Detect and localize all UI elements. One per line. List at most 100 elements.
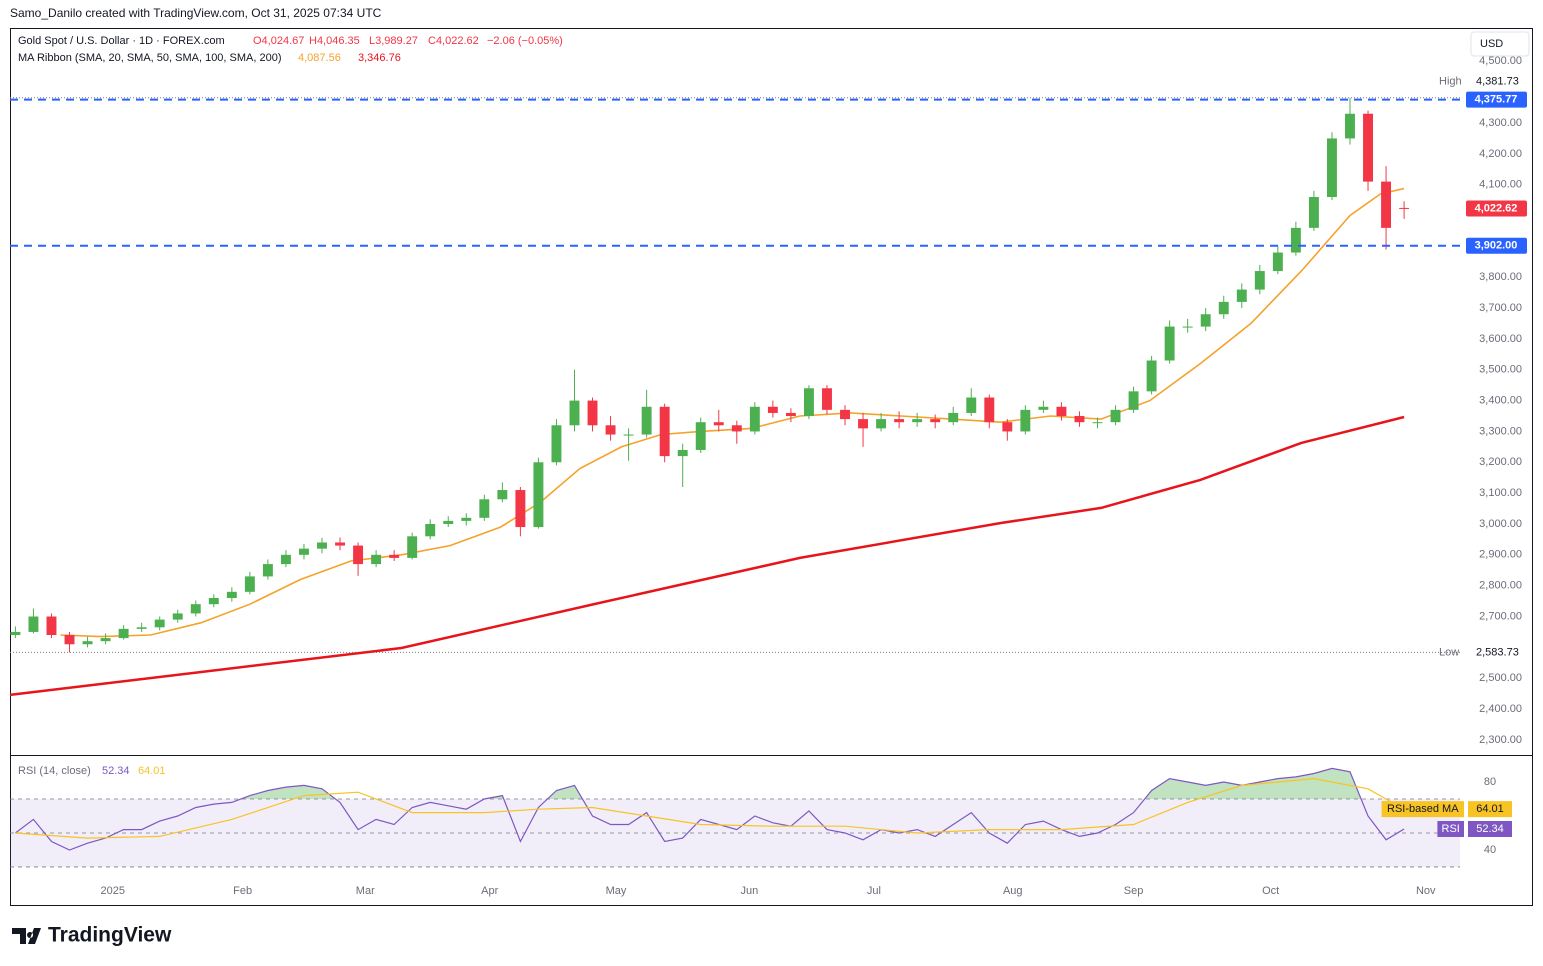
high-value: 4,381.73: [1476, 76, 1519, 88]
y-tick-label: 2,400.00: [1479, 703, 1522, 715]
currency[interactable]: USD: [1480, 38, 1503, 50]
low-text: Low: [1439, 646, 1459, 658]
candle-body: [497, 490, 508, 500]
candle-body: [1272, 252, 1283, 272]
candle-body: [894, 419, 905, 423]
y-tick-label: 4,100.00: [1479, 179, 1522, 191]
x-tick-label: Mar: [356, 885, 375, 897]
indicator-title: MA Ribbon (SMA, 20, SMA, 50, SMA, 100, S…: [18, 52, 282, 64]
candle-body: [1326, 138, 1337, 198]
y-tick-label: 3,600.00: [1479, 333, 1522, 345]
level-label: 4,375.77: [1475, 94, 1518, 106]
candle-body: [118, 628, 129, 639]
y-tick-label: 2,300.00: [1479, 734, 1522, 746]
candle-body: [605, 425, 616, 435]
brand-logo: TradingView: [12, 924, 172, 947]
y-tick-label: 2,700.00: [1479, 610, 1522, 622]
brand: TradingView: [48, 924, 172, 947]
y-tick-label: 2,500.00: [1479, 672, 1522, 684]
x-tick-label: Sep: [1124, 885, 1144, 897]
y-tick-label: 3,300.00: [1479, 425, 1522, 437]
candle-body: [1236, 289, 1247, 302]
candle-body: [335, 542, 345, 546]
candle-body: [966, 397, 977, 413]
last-price-label: 4,022.62: [1475, 202, 1518, 214]
candle-body: [641, 406, 652, 435]
candle-body: [82, 641, 93, 645]
ohlc-value: L3,989.27: [369, 35, 418, 47]
y-tick-label: 3,100.00: [1479, 487, 1522, 499]
candle-body: [1381, 181, 1392, 228]
x-tick-label: Aug: [1003, 885, 1023, 897]
candle-body: [984, 397, 995, 423]
level-tag: [1466, 91, 1527, 108]
candle-body: [299, 548, 309, 555]
moving-average: [9, 415, 1405, 697]
x-tick-label: May: [606, 885, 627, 897]
candle-body: [64, 635, 75, 645]
series-name: RSI: [1442, 823, 1460, 835]
ma-value: 4,087.56: [298, 52, 341, 64]
candle-body: [695, 422, 706, 450]
candle-body: [1182, 326, 1193, 328]
candle-body: [533, 462, 544, 528]
symbol-title: Gold Spot / U.S. Dollar · 1D · FOREX.com: [18, 35, 225, 47]
rsi-legend-value: 64.01: [138, 765, 166, 777]
ohlc-value: H4,046.35: [309, 35, 360, 47]
candle-body: [677, 449, 688, 457]
candle-body: [1110, 409, 1121, 423]
last-price-tag: [1466, 200, 1527, 217]
candle-body: [1345, 113, 1355, 139]
candle-body: [767, 406, 778, 413]
candle-body: [1218, 301, 1229, 315]
candle-body: [226, 591, 237, 599]
candle-body: [244, 576, 255, 592]
level-label: 3,902.00: [1475, 240, 1518, 252]
series-tag: [1381, 801, 1464, 818]
rsi-line: [15, 767, 1405, 851]
candle-body: [389, 554, 400, 558]
candle-body: [713, 422, 724, 426]
candle-body: [551, 425, 562, 463]
chart-frame: [10, 28, 1533, 906]
y-tick-label: 3,200.00: [1479, 456, 1522, 468]
x-tick-label: Nov: [1416, 885, 1436, 897]
ohlc-value: O4,024.67: [253, 35, 304, 47]
y-tick-label: 3,500.00: [1479, 364, 1522, 376]
x-tick-label: Jul: [867, 885, 881, 897]
candle-body: [587, 400, 598, 426]
candle-body: [10, 631, 21, 636]
candle-body: [1399, 207, 1410, 209]
rsi-title: RSI (14, close): [18, 765, 91, 777]
ma-value: 3,346.76: [358, 52, 401, 64]
candle-body: [569, 400, 580, 426]
ohlc-value: −2.06 (−0.05%): [487, 35, 563, 47]
candle-body: [353, 545, 364, 565]
candle-body: [371, 554, 382, 565]
candle-body: [1254, 271, 1265, 290]
candle-body: [407, 536, 418, 558]
candle-body: [190, 604, 201, 614]
candle-body: [1038, 406, 1049, 410]
candle-body: [28, 616, 39, 632]
candle-body: [876, 419, 887, 429]
low-value: 2,583.73: [1476, 646, 1519, 658]
y-tick-label: 2,800.00: [1479, 580, 1522, 592]
candle-body: [785, 412, 796, 417]
y-tick-label: 3,400.00: [1479, 395, 1522, 407]
candle-body: [858, 419, 869, 429]
series-value: 52.34: [1476, 823, 1504, 835]
overbought-fill: [240, 768, 1362, 799]
y-tick-label: 2,900.00: [1479, 549, 1522, 561]
candle-body: [479, 499, 490, 518]
candle-body: [100, 638, 111, 642]
currency-button[interactable]: [1470, 31, 1530, 57]
candle-body: [208, 598, 219, 605]
candle-body: [1308, 197, 1319, 228]
candle-body: [1146, 360, 1157, 392]
candle-body: [1056, 406, 1067, 417]
y-tick-label: 4,500.00: [1479, 55, 1522, 67]
x-tick-label: Oct: [1262, 885, 1279, 897]
